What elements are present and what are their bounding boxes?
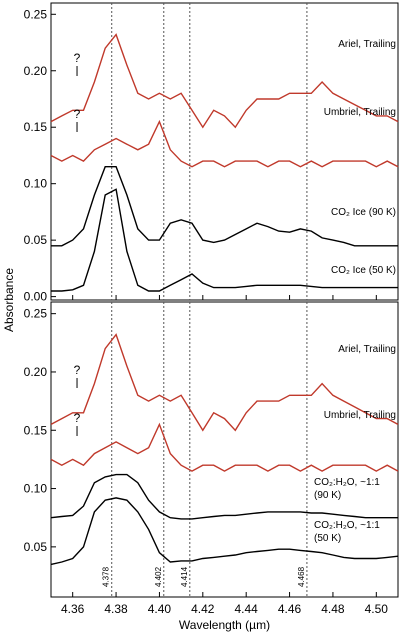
x-tick-label: 4.48 <box>321 602 345 616</box>
series-label: CO₂ Ice (90 K) <box>330 207 396 218</box>
series-line <box>50 473 398 520</box>
y-tick-label: 0.25 <box>24 7 48 21</box>
y-tick-label: 0.20 <box>24 64 48 78</box>
y-tick-label: 0.20 <box>24 365 48 379</box>
x-tick-label: 4.42 <box>191 602 215 616</box>
series-line <box>50 119 399 168</box>
reference-label: 4.414 <box>180 566 189 587</box>
annotation: ? <box>74 107 81 121</box>
x-tick-label: 4.44 <box>235 602 259 616</box>
y-tick-label: 0.05 <box>24 233 48 247</box>
series-line <box>51 166 398 247</box>
annotation: ? <box>74 411 81 425</box>
x-tick-label: 4.38 <box>104 602 128 616</box>
plot-frame <box>50 301 399 598</box>
y-tick-label: 0.10 <box>24 482 48 496</box>
series-line <box>50 422 399 472</box>
x-tick-label: 4.46 <box>278 602 302 616</box>
reference-label: 4.378 <box>102 566 111 587</box>
y-tick-label: 0.05 <box>24 540 48 554</box>
y-tick-label: 0.25 <box>24 307 48 321</box>
series-label: Ariel, Trailing <box>338 39 396 50</box>
series-line <box>50 333 399 432</box>
series-label: CO₂:H₂O, ~1:1 (90 K) <box>314 477 380 501</box>
y-tick-label: 0.15 <box>24 423 48 437</box>
series-label: CO₂ Ice (50 K) <box>330 265 396 276</box>
y-tick-label: 0.10 <box>24 177 48 191</box>
series-line <box>50 497 399 566</box>
plot-frame <box>50 2 399 301</box>
x-tick-label: 4.50 <box>365 602 389 616</box>
x-tick-label: 4.36 <box>61 602 85 616</box>
reference-label: 4.402 <box>154 566 163 587</box>
series-label: Umbriel, Trailing <box>323 410 396 421</box>
annotation: ? <box>74 363 81 377</box>
y-axis-label: Absorbance <box>2 268 16 332</box>
series-line <box>51 188 398 292</box>
reference-label: 4.468 <box>297 566 306 587</box>
series-label: Ariel, Trailing <box>338 344 396 355</box>
series-line <box>50 33 399 129</box>
y-tick-label: 0.15 <box>24 120 48 134</box>
x-tick-label: 4.40 <box>148 602 172 616</box>
y-tick-label: 0.00 <box>24 290 48 304</box>
series-label: CO₂:H₂O, ~1:1 (50 K) <box>314 520 380 544</box>
x-axis-label: Wavelength (µm) <box>179 618 270 632</box>
series-label: Umbriel, Trailing <box>323 107 396 118</box>
annotation: ? <box>74 51 81 65</box>
